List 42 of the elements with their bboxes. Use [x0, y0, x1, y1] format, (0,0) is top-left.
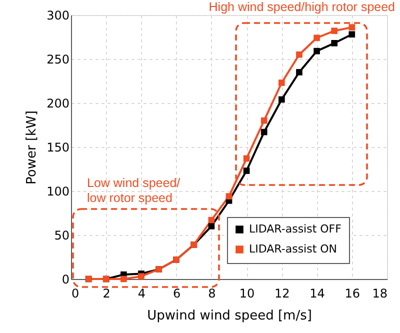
point: [243, 168, 250, 174]
y-tick-label: 300: [46, 8, 70, 22]
x-axis-title: Upwind wind speed [m/s]: [147, 308, 312, 324]
point: [138, 273, 144, 280]
x-tick-label: 4: [138, 286, 146, 300]
point: [314, 34, 320, 42]
x-tick-label: 8: [208, 286, 216, 300]
point: [226, 193, 232, 200]
point: [296, 51, 302, 58]
x-tick-label: 14: [310, 286, 325, 300]
x-tick-label: 16: [344, 286, 360, 300]
text: High wind speed/high rotor speed: [208, 0, 396, 14]
point: [260, 128, 268, 136]
y-tick-label: 250: [46, 52, 70, 66]
x-tick-label: 18: [372, 286, 388, 300]
point: [243, 155, 250, 162]
point: [120, 276, 127, 282]
x-tick-label: 12: [274, 286, 290, 300]
annotation: Low wind speed/ low rotor speed: [87, 176, 181, 205]
point: [278, 96, 285, 103]
y-tick-label: 150: [46, 140, 70, 154]
point: [348, 24, 356, 30]
legend-label: LIDAR-assist ON: [249, 242, 338, 256]
legend-label: LIDAR-assist OFF: [249, 222, 342, 236]
y-tick-label: 0: [62, 272, 70, 286]
point: [278, 80, 285, 86]
y-axis-title: Power [kW]: [24, 110, 40, 184]
x-tick-label: 0: [72, 286, 80, 300]
point: [348, 31, 356, 38]
point: [260, 117, 268, 124]
point: [331, 40, 338, 46]
x-tick-label: 6: [173, 286, 181, 300]
point: [331, 28, 338, 34]
y-tick-label: 50: [54, 228, 70, 242]
point: [208, 216, 215, 224]
point: [314, 48, 320, 54]
point: [296, 69, 302, 76]
point: [208, 223, 215, 230]
x-tick-label: 2: [102, 286, 110, 300]
x-tick-label: 10: [239, 286, 255, 300]
y-tick-label: 200: [46, 96, 70, 110]
y-tick-label: 100: [46, 184, 70, 198]
